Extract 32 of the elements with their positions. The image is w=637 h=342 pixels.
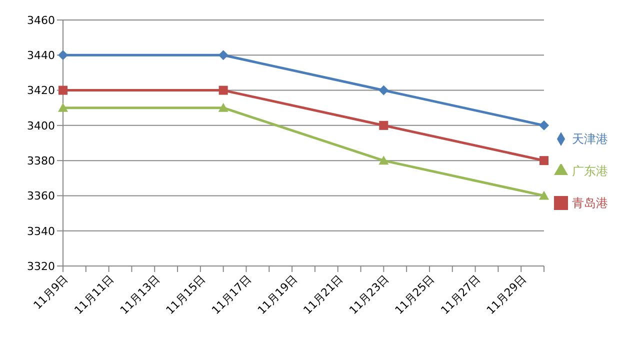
x-tick-label: 11月9日 [31, 272, 71, 312]
point [540, 156, 548, 166]
point [218, 102, 228, 112]
x-tick-label: 11月11日 [72, 272, 116, 317]
point [58, 102, 68, 112]
point [218, 50, 228, 60]
point [378, 85, 389, 96]
y-tick-label: 3380 [27, 154, 55, 168]
y-tick-label: 3460 [27, 14, 55, 27]
x-tick-label: 11月27日 [438, 272, 483, 317]
y-tick-label: 3440 [27, 49, 55, 62]
point [218, 86, 228, 95]
x-tick-label: 11月25日 [392, 272, 438, 317]
y-tick-label: 3340 [27, 224, 55, 238]
legend-label: 广东港 [572, 164, 608, 178]
y-tick-label: 3420 [27, 84, 55, 98]
x-tick-label: 11月17日 [209, 272, 254, 317]
y-tick-label: 3320 [27, 260, 55, 273]
x-tick-label: 11月13日 [118, 272, 162, 317]
y-tick-label: 3360 [27, 190, 55, 203]
point [539, 190, 549, 200]
x-tick-label: 11月23日 [346, 272, 392, 317]
x-tick-label: 11月15日 [164, 272, 208, 317]
point [379, 120, 388, 130]
y-tick-label: 3400 [27, 119, 55, 132]
point [378, 156, 389, 165]
point [539, 120, 549, 130]
legend-label: 青岛港 [572, 196, 608, 210]
legend-label: 天津港 [572, 132, 608, 146]
x-tick-label: 11月19日 [255, 272, 300, 317]
x-tick-label: 11月21日 [300, 272, 346, 317]
x-tick-label: 11月29日 [484, 272, 529, 317]
